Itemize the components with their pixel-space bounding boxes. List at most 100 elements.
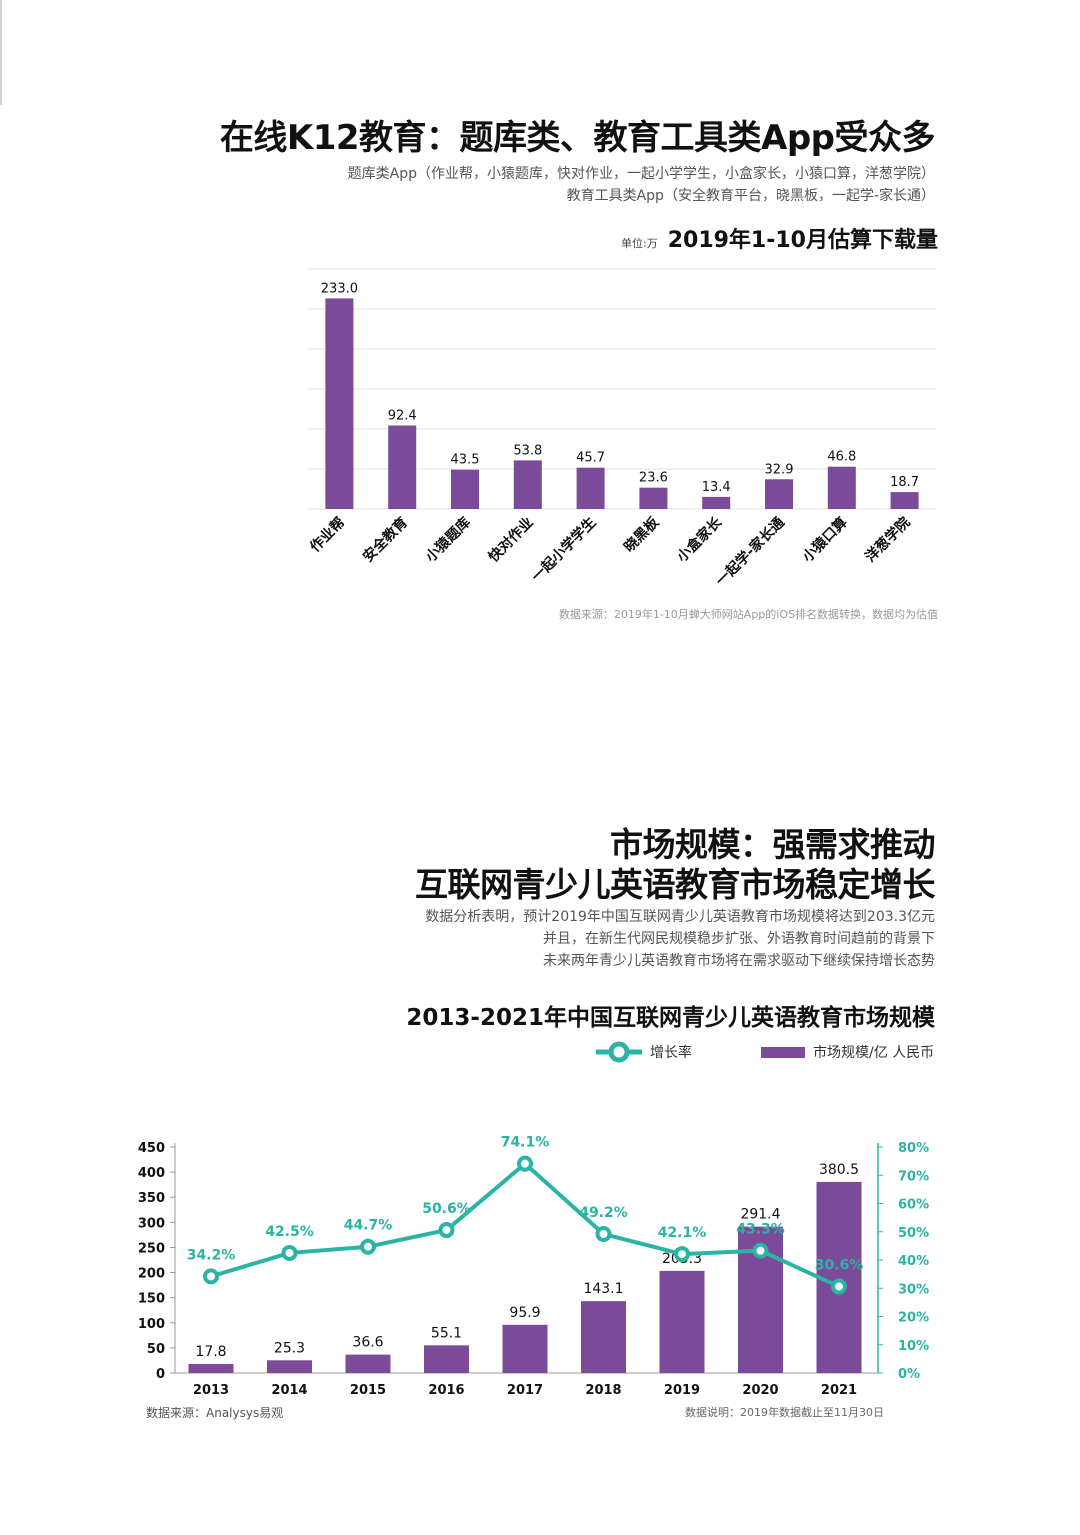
chart2-note: 数据说明：2019年数据截止至11月30日 [685,1406,884,1419]
legend-item-market-size: 市场规模/亿 人民币 [761,1041,934,1063]
chart1-category-label: 小猿口算 [799,514,851,566]
chart1-bar [388,425,417,509]
chart2-growth-point [831,1278,847,1295]
chart2-bar-value-label: 95.9 [509,1305,540,1321]
chart2-x-tick-label: 2019 [664,1383,700,1398]
chart2-bar [502,1324,548,1373]
section2-title-line-1: 市场规模：强需求推动 [610,825,936,864]
chart1-value-label: 233.0 [321,281,358,296]
chart2-right-tick-label: 80% [898,1141,929,1156]
chart1-category-label: 安全教育 [359,514,411,566]
chart1-source: 数据来源：2019年1-10月蝉大师网站App的iOS排名数据转换，数据均为估值 [558,608,938,621]
chart2-growth-label: 34.2% [187,1247,236,1263]
chart2-growth-label: 50.6% [422,1201,471,1217]
chart1-category-label: 一起小学学生 [528,514,599,585]
chart2-bar [816,1181,862,1373]
chart2-left-tick-label: 50 [147,1342,165,1357]
chart1-category-label: 晓黑板 [621,513,663,555]
chart2-bar [267,1360,312,1373]
chart1-value-label: 45.7 [576,451,605,466]
chart2-bar-value-label: 291.4 [740,1207,780,1223]
chart2-bar-value-label: 25.3 [274,1340,305,1356]
chart1-category-label: 洋葱学院 [862,514,914,566]
chart2-title: 2013-2021年中国互联网青少儿英语教育市场规模 [406,1005,935,1031]
chart2-growth-label: 74.1% [501,1135,550,1151]
chart2-left-tick-label: 250 [138,1241,165,1256]
chart2-growth-point [752,1242,769,1259]
chart2-bar-value-label: 55.1 [431,1325,462,1341]
chart1-title: 2019年1-10月估算下载量 [667,228,938,253]
chart2-growth-point [517,1155,533,1172]
chart1-value-label: 13.4 [702,480,731,495]
chart2-growth-point [438,1222,455,1239]
chart2-growth-point [595,1226,612,1243]
chart1-category-label: 快对作业 [485,514,537,566]
section2-desc-line-3: 未来两年青少儿英语教育市场将在需求驱动下继续保持增长态势 [543,953,935,969]
chart1-bar [576,467,605,509]
section2-desc-line-1: 数据分析表明，预计2019年中国互联网青少儿英语教育市场规模将达到203.3亿元 [425,909,935,925]
chart2-right-tick-label: 70% [898,1169,929,1184]
chart1-bar [765,479,793,509]
chart2-bar-value-label: 380.5 [819,1162,859,1178]
chart1-value-label: 92.4 [388,408,417,423]
chart2-right-tick-label: 30% [898,1282,929,1297]
chart2-growth-point [281,1244,298,1261]
chart2-growth-point [360,1238,376,1255]
chart1-category-label: 小盒家长 [673,513,725,565]
chart2-bar-value-label: 36.6 [352,1335,383,1351]
chart2-right-tick-label: 60% [898,1198,929,1213]
chart2-left-tick-label: 200 [138,1267,165,1282]
chart2-bar-value-label: 17.8 [195,1344,226,1360]
chart2-right-tick-label: 50% [898,1226,929,1241]
chart1-value-label: 53.8 [513,443,542,458]
chart2-bar [424,1345,469,1373]
chart2-growth-label: 42.5% [265,1224,314,1240]
chart1-header: 单位:万 2019年1-10月估算下载量 [621,222,938,254]
chart2-growth-label: 42.1% [658,1225,707,1241]
chart2-x-tick-label: 2018 [585,1383,621,1398]
section1-subtitle-line-2: 教育工具类App（安全教育平台，晓黑板，一起学-家长通） [566,188,935,204]
chart2-x-tick-label: 2013 [193,1383,229,1398]
legend-line-marker-icon [596,1041,642,1063]
chart2-left-tick-label: 0 [156,1367,165,1382]
chart2-x-tick-label: 2016 [428,1383,464,1398]
legend-line-label: 增长率 [650,1045,692,1061]
chart1-bar [513,460,542,509]
chart2-right-tick-label: 40% [898,1254,929,1269]
section1-subtitle-line-1: 题库类App（作业帮，小猿题库，快对作业，一起小学学生，小盒家长，小猿口算，洋葱… [347,166,935,182]
chart1-value-label: 32.9 [765,462,794,477]
chart2-x-tick-label: 2015 [350,1383,386,1398]
chart1-value-label: 43.5 [451,453,480,468]
chart2-growth-point [674,1246,690,1263]
chart2-growth-label: 44.7% [344,1218,393,1234]
chart2-left-tick-label: 450 [138,1141,165,1156]
chart2-source: 数据来源：Analysys易观 [146,1406,284,1420]
chart2-growth-label: 30.6% [815,1258,864,1274]
chart1-value-label: 46.8 [827,450,856,465]
chart2-x-tick-label: 2020 [742,1383,778,1398]
chart2-right-tick-label: 10% [898,1339,929,1354]
chart2-growth-label: 49.2% [579,1205,628,1221]
chart1-bar [639,487,668,509]
chart1-value-label: 18.7 [890,475,919,490]
page-edge-line [0,0,2,105]
chart2-bar [581,1301,626,1373]
chart1-bar [325,298,354,509]
chart2-x-tick-label: 2021 [821,1383,857,1398]
chart2-left-tick-label: 150 [138,1292,165,1307]
chart2-growth-label: 43.3% [736,1222,785,1238]
chart2-left-tick-label: 300 [138,1216,165,1231]
chart1-bar [451,469,479,509]
legend-bar-swatch-icon [761,1046,805,1058]
chart2-right-tick-label: 0% [898,1367,920,1382]
chart1-unit: 单位:万 [620,237,658,250]
section2-title-line-2: 互联网青少儿英语教育市场稳定增长 [415,865,936,904]
chart2-left-tick-label: 400 [138,1166,165,1181]
chart1-value-label: 23.6 [639,471,668,486]
chart2-bar [188,1364,234,1373]
chart1-bar [890,492,919,509]
chart2-bar [659,1270,705,1373]
chart2-bar [345,1354,391,1373]
chart2-x-tick-label: 2017 [507,1383,543,1398]
legend-item-growth-rate: 增长率 [596,1041,692,1063]
